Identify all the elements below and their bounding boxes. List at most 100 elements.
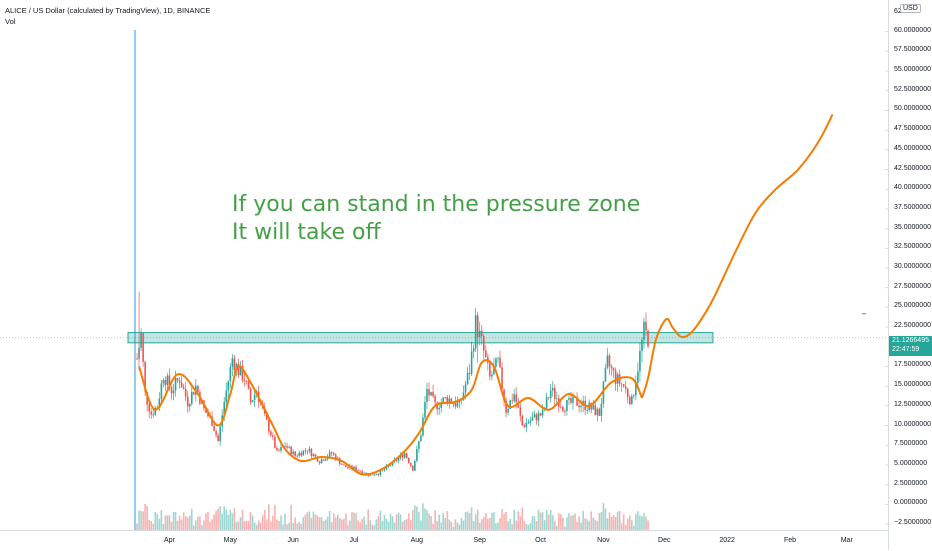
volume-bar xyxy=(409,520,412,530)
candle-body xyxy=(456,402,459,407)
volume-bar xyxy=(566,517,568,530)
chart-area[interactable]: ALICE / US Dollar (calculated by Trading… xyxy=(0,0,888,530)
volume-bar xyxy=(460,517,463,530)
candle-body xyxy=(290,446,292,455)
volume-bar xyxy=(353,512,355,530)
volume-bar xyxy=(507,521,509,530)
volume-bar xyxy=(596,520,599,530)
candle-body xyxy=(633,395,635,397)
time-axis[interactable]: Apr May Jun Jul Aug Sep Oct Nov Dec 2022 Feb Mar xyxy=(0,530,888,551)
candle-body xyxy=(239,365,242,376)
price-axis[interactable]: 62. 60.0000000 57.5000000 55.0000000 52.500… xyxy=(888,0,932,550)
volume-legend[interactable]: Vol xyxy=(5,17,16,26)
candle-body xyxy=(405,453,408,458)
price-axis-label: 57.5000000 xyxy=(894,46,931,54)
candle-body xyxy=(166,375,169,386)
volume-bar xyxy=(148,520,150,530)
candle-body xyxy=(610,366,613,369)
candle-body xyxy=(164,380,167,386)
candle-body xyxy=(604,367,607,382)
price-axis-label: 37.5000000 xyxy=(894,203,931,211)
candle-body xyxy=(193,391,195,395)
candle-body xyxy=(312,454,315,457)
candle-body xyxy=(180,382,183,388)
candle-body xyxy=(233,358,236,371)
candle-body xyxy=(190,391,193,405)
volume-bar xyxy=(635,513,637,530)
candle-body xyxy=(237,363,240,376)
volume-bar xyxy=(310,517,313,530)
volume-bar xyxy=(551,514,554,530)
candle-body xyxy=(330,452,333,454)
volume-bar xyxy=(535,521,538,530)
volume-bar xyxy=(511,524,513,530)
volume-bar xyxy=(572,515,574,530)
candle-body xyxy=(608,355,611,367)
annotation-line-1[interactable]: If you can stand in the pressure zone xyxy=(232,192,641,217)
candle-body xyxy=(243,380,246,382)
price-axis-label: 50.0000000 xyxy=(894,105,931,113)
candle-body xyxy=(515,394,518,403)
time-axis-label: Nov xyxy=(597,537,610,544)
volume-bar xyxy=(590,511,593,530)
price-chart[interactable] xyxy=(0,0,888,530)
candle-body xyxy=(395,459,398,461)
candle-body xyxy=(464,384,467,393)
candle-body xyxy=(562,407,564,411)
candle-body xyxy=(525,422,528,427)
currency-button[interactable]: USD xyxy=(900,4,921,13)
volume-bar xyxy=(395,514,398,530)
candle-body xyxy=(324,459,327,461)
candle-body xyxy=(549,390,552,398)
candle-body xyxy=(373,474,376,476)
volume-bar xyxy=(509,519,511,530)
volume-bar xyxy=(403,519,406,530)
volume-bar xyxy=(478,522,481,530)
candle-body xyxy=(568,398,570,400)
candle-body xyxy=(414,460,416,471)
volume-bar xyxy=(582,510,584,530)
volume-bar xyxy=(525,523,528,530)
volume-bar xyxy=(296,523,299,530)
candle-body xyxy=(509,400,511,409)
candle-body xyxy=(519,407,522,416)
volume-bar xyxy=(499,518,501,530)
candle-body xyxy=(270,431,272,436)
volume-bar xyxy=(229,509,232,530)
candle-body xyxy=(535,414,538,421)
volume-bar xyxy=(503,513,505,530)
volume-bar xyxy=(136,523,138,530)
candle-body xyxy=(182,387,185,389)
volume-bar xyxy=(188,515,191,530)
candle-body xyxy=(545,397,548,409)
candle-body xyxy=(247,381,250,389)
volume-bar xyxy=(568,513,570,530)
candle-body xyxy=(215,431,217,436)
last-price-tag: 21.1266495 22:47:59 xyxy=(889,336,932,356)
volume-bar xyxy=(495,523,497,530)
volume-bar xyxy=(302,517,305,530)
volume-bar xyxy=(598,512,601,530)
volume-bar xyxy=(452,526,455,530)
volume-bar xyxy=(332,513,335,530)
volume-bar xyxy=(140,510,142,530)
symbol-legend[interactable]: ALICE / US Dollar (calculated by Trading… xyxy=(5,6,211,15)
volume-bar xyxy=(543,520,546,530)
candle-body xyxy=(643,321,645,340)
candle-body xyxy=(361,471,363,474)
volume-bar xyxy=(304,514,307,530)
annotation-line-2[interactable]: It will take off xyxy=(232,220,381,245)
volume-bar xyxy=(320,516,323,530)
volume-bar xyxy=(570,515,572,530)
volume-bar xyxy=(361,519,363,530)
volume-bar xyxy=(594,519,597,530)
volume-bar xyxy=(588,521,591,530)
volume-bar xyxy=(247,520,250,530)
volume-bar xyxy=(560,514,562,530)
candle-body xyxy=(460,399,463,401)
candle-body xyxy=(302,450,305,456)
volume-bar xyxy=(223,506,226,530)
volume-bar xyxy=(292,523,294,530)
candle-body xyxy=(304,450,307,452)
volume-bar xyxy=(156,513,159,530)
